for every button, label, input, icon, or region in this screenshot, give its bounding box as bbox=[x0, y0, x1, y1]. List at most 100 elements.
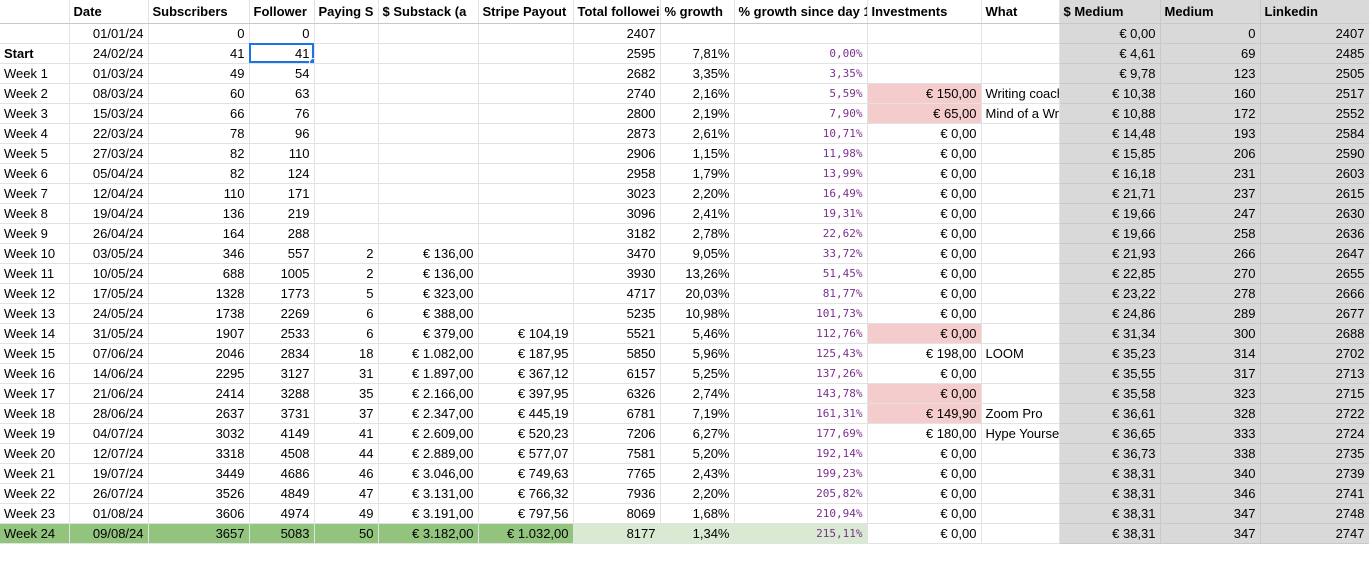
cell[interactable]: 1907 bbox=[148, 323, 250, 344]
cell[interactable]: 14/06/24 bbox=[69, 363, 149, 384]
cell[interactable]: 136 bbox=[148, 203, 250, 224]
cell[interactable]: 12/04/24 bbox=[69, 183, 149, 204]
cell[interactable]: 60 bbox=[148, 83, 250, 104]
cell[interactable]: 137,26% bbox=[734, 363, 868, 384]
cell[interactable]: 215,11% bbox=[734, 523, 868, 544]
cell[interactable] bbox=[314, 43, 379, 64]
cell[interactable]: € 797,56 bbox=[478, 503, 574, 524]
cell[interactable]: 10/05/24 bbox=[69, 263, 149, 284]
cell[interactable]: 2741 bbox=[1260, 483, 1369, 504]
cell[interactable]: 10,71% bbox=[734, 123, 868, 144]
cell[interactable]: 6 bbox=[314, 303, 379, 324]
cell[interactable]: Week 9 bbox=[0, 223, 70, 244]
cell[interactable]: 7,81% bbox=[660, 43, 735, 64]
cell[interactable]: 124 bbox=[249, 163, 315, 184]
cell[interactable]: 2,74% bbox=[660, 383, 735, 404]
cell[interactable]: 164 bbox=[148, 223, 250, 244]
cell[interactable]: 2630 bbox=[1260, 203, 1369, 224]
cell[interactable] bbox=[314, 143, 379, 164]
cell[interactable] bbox=[981, 223, 1060, 244]
cell[interactable]: 15/03/24 bbox=[69, 103, 149, 124]
cell[interactable]: € 0,00 bbox=[867, 123, 982, 144]
cell[interactable]: 7206 bbox=[573, 423, 661, 444]
cell[interactable] bbox=[378, 83, 479, 104]
cell[interactable] bbox=[867, 63, 982, 84]
cell[interactable]: € 19,66 bbox=[1059, 223, 1161, 244]
cell[interactable]: € 14,48 bbox=[1059, 123, 1161, 144]
cell[interactable] bbox=[478, 243, 574, 264]
cell[interactable]: Week 1 bbox=[0, 63, 70, 84]
cell[interactable]: 3,35% bbox=[660, 63, 735, 84]
cell[interactable]: € 35,23 bbox=[1059, 343, 1161, 364]
column-header[interactable]: $ Medium bbox=[1059, 0, 1161, 24]
cell[interactable]: 82 bbox=[148, 143, 250, 164]
cell[interactable]: 2590 bbox=[1260, 143, 1369, 164]
cell[interactable]: € 31,34 bbox=[1059, 323, 1161, 344]
cell[interactable]: 278 bbox=[1160, 283, 1261, 304]
cell[interactable]: € 0,00 bbox=[867, 263, 982, 284]
cell[interactable]: 2748 bbox=[1260, 503, 1369, 524]
cell[interactable]: 07/06/24 bbox=[69, 343, 149, 364]
cell[interactable]: 2,78% bbox=[660, 223, 735, 244]
cell[interactable]: 13,26% bbox=[660, 263, 735, 284]
cell[interactable]: 2,20% bbox=[660, 483, 735, 504]
cell[interactable]: 49 bbox=[148, 63, 250, 84]
cell[interactable]: 2747 bbox=[1260, 523, 1369, 544]
cell[interactable]: 1,79% bbox=[660, 163, 735, 184]
cell[interactable]: 110 bbox=[148, 183, 250, 204]
cell[interactable]: 8177 bbox=[573, 523, 661, 544]
cell[interactable] bbox=[478, 83, 574, 104]
cell[interactable]: 49 bbox=[314, 503, 379, 524]
cell[interactable] bbox=[0, 23, 70, 44]
cell[interactable]: 123 bbox=[1160, 63, 1261, 84]
cell[interactable] bbox=[478, 263, 574, 284]
cell[interactable]: 2,61% bbox=[660, 123, 735, 144]
cell[interactable]: 340 bbox=[1160, 463, 1261, 484]
cell[interactable]: 125,43% bbox=[734, 343, 868, 364]
cell[interactable]: € 19,66 bbox=[1059, 203, 1161, 224]
cell[interactable]: € 0,00 bbox=[867, 143, 982, 164]
cell[interactable]: Week 7 bbox=[0, 183, 70, 204]
cell[interactable]: 5 bbox=[314, 283, 379, 304]
cell[interactable]: 112,76% bbox=[734, 323, 868, 344]
cell[interactable]: 08/03/24 bbox=[69, 83, 149, 104]
cell[interactable]: 328 bbox=[1160, 403, 1261, 424]
cell[interactable]: € 38,31 bbox=[1059, 463, 1161, 484]
cell[interactable]: 6,27% bbox=[660, 423, 735, 444]
cell[interactable]: 44 bbox=[314, 443, 379, 464]
cell[interactable] bbox=[314, 123, 379, 144]
cell[interactable] bbox=[378, 143, 479, 164]
cell[interactable] bbox=[981, 23, 1060, 44]
cell[interactable]: 5850 bbox=[573, 343, 661, 364]
cell[interactable]: € 520,23 bbox=[478, 423, 574, 444]
cell[interactable]: 5235 bbox=[573, 303, 661, 324]
column-header[interactable]: Total followei bbox=[573, 0, 661, 24]
cell[interactable] bbox=[867, 23, 982, 44]
cell[interactable]: Week 21 bbox=[0, 463, 70, 484]
cell[interactable]: 19,31% bbox=[734, 203, 868, 224]
cell[interactable] bbox=[478, 43, 574, 64]
cell[interactable]: 3930 bbox=[573, 263, 661, 284]
cell[interactable]: 1005 bbox=[249, 263, 315, 284]
cell[interactable]: 2834 bbox=[249, 343, 315, 364]
cell[interactable]: 35 bbox=[314, 383, 379, 404]
cell[interactable]: 33,72% bbox=[734, 243, 868, 264]
cell[interactable]: Hype Yourself bbox=[981, 423, 1060, 444]
cell[interactable]: 3449 bbox=[148, 463, 250, 484]
cell[interactable] bbox=[478, 63, 574, 84]
cell[interactable]: 10,98% bbox=[660, 303, 735, 324]
cell[interactable]: 2873 bbox=[573, 123, 661, 144]
cell[interactable]: 247 bbox=[1160, 203, 1261, 224]
cell[interactable] bbox=[981, 263, 1060, 284]
cell[interactable]: 01/03/24 bbox=[69, 63, 149, 84]
cell[interactable] bbox=[981, 143, 1060, 164]
cell[interactable]: 270 bbox=[1160, 263, 1261, 284]
cell[interactable]: 2 bbox=[314, 263, 379, 284]
cell[interactable] bbox=[378, 63, 479, 84]
cell[interactable]: 4717 bbox=[573, 283, 661, 304]
cell[interactable]: 2407 bbox=[1260, 23, 1369, 44]
cell[interactable]: € 35,55 bbox=[1059, 363, 1161, 384]
cell[interactable]: 4974 bbox=[249, 503, 315, 524]
cell[interactable]: 18 bbox=[314, 343, 379, 364]
cell[interactable]: 41 bbox=[148, 43, 250, 64]
